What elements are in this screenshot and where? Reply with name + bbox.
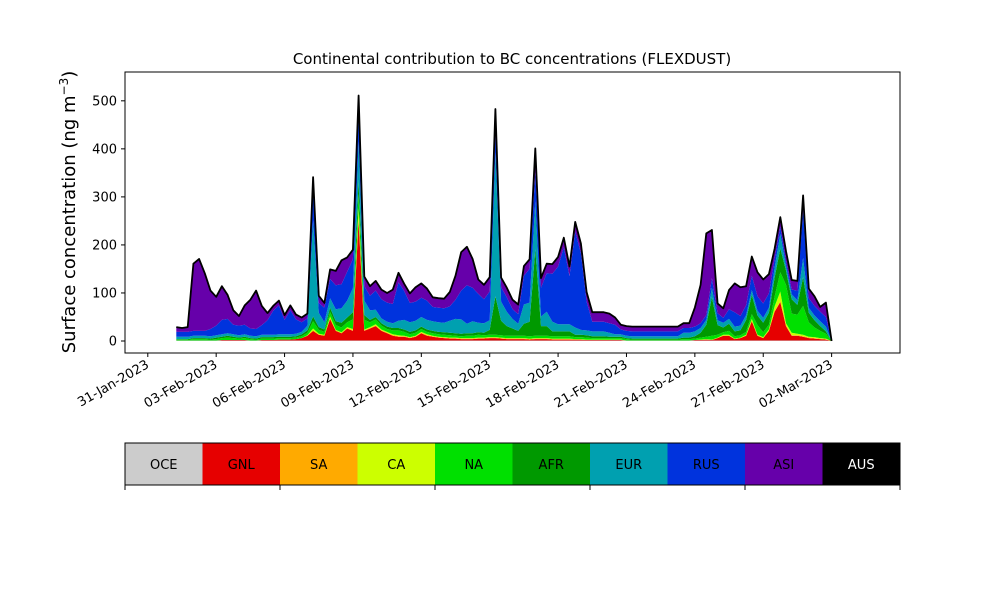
legend-label-rus: RUS	[693, 458, 720, 473]
x-tick-label: 27-Feb-2023	[689, 357, 768, 411]
y-tick-label: 0	[109, 334, 117, 349]
x-axis-ticks: 31-Jan-202303-Feb-202306-Feb-202309-Feb-…	[75, 353, 836, 412]
y-axis-ticks: 0 100 200 300 400 500	[92, 94, 125, 349]
y-axis-label-superscript: −3	[57, 78, 71, 96]
legend-swatch-sa	[280, 443, 358, 485]
x-tick-label: 09-Feb-2023	[278, 357, 357, 411]
legend-label-aus: AUS	[848, 458, 875, 473]
legend-label-ca: CA	[387, 458, 405, 473]
y-tick-label: 500	[92, 94, 117, 109]
legend-label-asi: ASI	[773, 458, 794, 473]
y-axis-label: Surface concentration (ng m−3)	[57, 71, 80, 354]
y-tick-label: 300	[92, 190, 117, 205]
chart-title: Continental contribution to BC concentra…	[293, 50, 731, 68]
legend-label-afr: AFR	[539, 458, 564, 473]
area-oce	[176, 340, 832, 341]
y-tick-label: 100	[92, 286, 117, 301]
y-tick-label: 400	[92, 142, 117, 157]
color-legend: OCE GNL SA CA NA AFR EUR RUS ASI AUS	[124, 442, 901, 490]
x-tick-label: 21-Feb-2023	[552, 357, 631, 411]
legend-label-gnl: GNL	[228, 458, 256, 473]
x-tick-label: 02-Mar-2023	[756, 357, 835, 411]
legend-swatch-gnl	[202, 443, 280, 485]
x-tick-label: 03-Feb-2023	[142, 357, 221, 411]
legend-label-oce: OCE	[150, 458, 178, 473]
x-tick-label: 15-Feb-2023	[415, 357, 494, 411]
y-tick-label: 200	[92, 238, 117, 253]
y-axis-label-main: Surface concentration (ng m	[59, 95, 80, 353]
total-line-group	[176, 94, 833, 342]
legend-label-eur: EUR	[615, 458, 642, 473]
x-tick-label: 18-Feb-2023	[484, 357, 563, 411]
legend-swatch-aus	[822, 443, 900, 485]
legend-swatch-asi	[745, 443, 823, 485]
area-asi	[176, 95, 832, 341]
legend-swatch-oce	[125, 443, 203, 485]
legend-swatch-afr	[512, 443, 590, 485]
legend-label-na: NA	[464, 458, 483, 473]
area-rus	[176, 112, 832, 341]
x-tick-label: 31-Jan-2023	[75, 357, 152, 410]
legend-frame	[124, 442, 901, 486]
plot-frame	[124, 71, 901, 354]
x-tick-label: 06-Feb-2023	[210, 357, 289, 411]
total-line	[176, 94, 833, 342]
legend-swatch-rus	[667, 443, 745, 485]
legend-label-sa: SA	[310, 458, 327, 473]
stacked-areas	[176, 95, 832, 341]
x-tick-label: 12-Feb-2023	[347, 357, 426, 411]
legend-swatch-ca	[357, 443, 435, 485]
y-axis-label-close: )	[59, 71, 80, 78]
x-tick-label: 24-Feb-2023	[620, 357, 699, 411]
area-afr	[176, 179, 832, 341]
legend-swatch-eur	[590, 443, 668, 485]
legend-swatch-na	[435, 443, 513, 485]
